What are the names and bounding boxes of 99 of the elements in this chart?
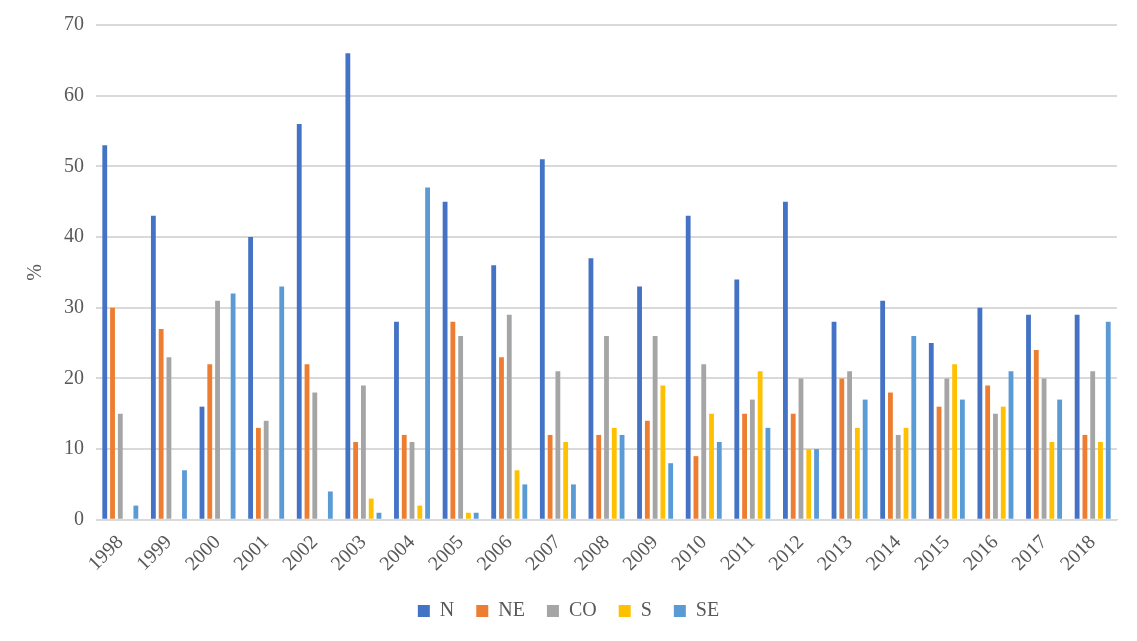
bar — [888, 392, 893, 519]
bar — [847, 371, 853, 519]
bar — [814, 449, 819, 519]
bar — [1000, 406, 1006, 519]
bar — [182, 470, 187, 519]
bar — [110, 307, 115, 519]
bar — [417, 505, 423, 519]
bar — [215, 300, 220, 519]
bar — [394, 321, 399, 519]
bar — [928, 343, 934, 519]
bar — [734, 279, 740, 519]
bar — [312, 392, 318, 519]
bar — [473, 512, 479, 519]
bar — [993, 413, 998, 519]
bar — [854, 427, 860, 519]
bar — [571, 484, 576, 519]
bar — [158, 328, 164, 519]
x-tick-label: 2011 — [715, 530, 759, 574]
bar — [263, 420, 269, 519]
bar — [1057, 399, 1063, 519]
bar — [862, 399, 868, 519]
bar — [1033, 350, 1039, 519]
bar — [425, 187, 430, 519]
legend-label: CO — [568, 598, 597, 621]
x-tick-label: 1999 — [131, 530, 176, 575]
bar — [911, 335, 917, 519]
bar — [279, 286, 285, 519]
bar — [345, 53, 351, 519]
y-tick-label: 0 — [74, 507, 84, 529]
bar — [783, 201, 788, 519]
bar — [207, 364, 213, 519]
bar — [596, 434, 602, 519]
y-tick-label: 60 — [64, 82, 84, 105]
bar — [117, 413, 123, 519]
bar — [547, 434, 553, 519]
bar — [742, 413, 747, 519]
y-tick-label: 10 — [64, 436, 84, 459]
y-tick-label: 50 — [64, 153, 84, 176]
bar — [296, 123, 302, 519]
bar — [1049, 442, 1055, 519]
bar — [499, 357, 504, 519]
bar — [668, 463, 674, 519]
bar — [611, 427, 617, 519]
bar — [563, 442, 569, 519]
bar — [1090, 371, 1096, 519]
bar — [701, 364, 707, 519]
bar — [458, 335, 464, 519]
bar — [255, 427, 261, 519]
y-axis-title: % — [23, 264, 46, 281]
legend-label: SE — [695, 598, 720, 621]
bar — [1098, 442, 1103, 519]
bar — [1074, 314, 1080, 519]
bar — [644, 420, 650, 519]
bar — [985, 385, 991, 519]
bar — [1026, 314, 1031, 519]
bar — [660, 385, 666, 519]
bar — [539, 159, 545, 519]
y-tick-label: 40 — [64, 224, 84, 247]
bar — [491, 265, 497, 519]
bar — [952, 364, 958, 519]
bar — [959, 399, 965, 519]
bar — [450, 321, 456, 519]
bar — [604, 335, 609, 519]
y-tick-label: 30 — [64, 294, 84, 317]
bar — [790, 413, 796, 519]
bar — [150, 215, 156, 519]
bar — [368, 498, 374, 519]
bar — [895, 434, 901, 519]
bar — [685, 215, 691, 519]
bar — [466, 512, 471, 519]
bar — [716, 442, 722, 519]
bar — [944, 378, 950, 519]
bar — [360, 385, 366, 519]
bar — [522, 484, 528, 519]
bar — [637, 286, 642, 519]
bar — [977, 307, 983, 519]
bar — [709, 413, 714, 519]
bar — [327, 491, 333, 519]
bar — [806, 449, 812, 519]
legend-label: N — [439, 598, 455, 621]
bar — [757, 371, 763, 519]
bar — [555, 371, 561, 519]
legend-label: NE — [498, 598, 525, 621]
bar — [1105, 321, 1111, 519]
bar — [652, 335, 658, 519]
bar — [230, 293, 236, 519]
bar — [133, 505, 139, 519]
y-tick-label: 20 — [64, 365, 84, 388]
bar — [506, 314, 512, 519]
bar — [353, 442, 359, 519]
bar — [749, 399, 755, 519]
bar — [880, 300, 886, 519]
bar — [102, 145, 108, 519]
y-tick-label: 70 — [64, 12, 84, 35]
x-tick-label: 1998 — [83, 530, 127, 575]
legend-label: S — [640, 598, 652, 621]
bar — [839, 378, 845, 519]
bar — [401, 434, 407, 519]
bar — [248, 237, 254, 519]
